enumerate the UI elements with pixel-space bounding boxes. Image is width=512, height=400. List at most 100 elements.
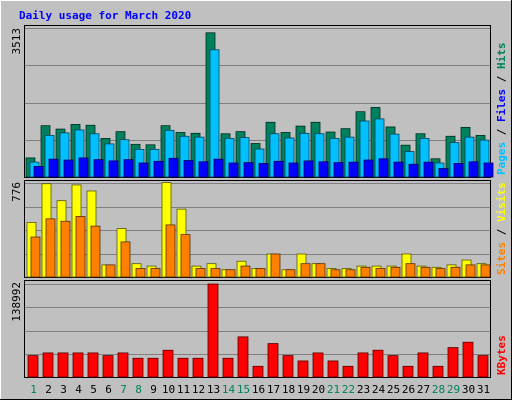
bar-pages-day-4 bbox=[78, 157, 89, 178]
x-tick-day-21: 21 bbox=[327, 383, 340, 396]
panel-1-ymax-label: 3513 bbox=[10, 28, 23, 55]
bar-pages-day-24 bbox=[378, 158, 389, 178]
legend-separator: / bbox=[495, 69, 508, 89]
bar-sites-day-1 bbox=[30, 236, 41, 278]
kbytes-panel bbox=[24, 280, 491, 378]
x-tick-day-10: 10 bbox=[162, 383, 175, 396]
bar-pages-day-8 bbox=[138, 162, 149, 178]
x-axis-day-labels: 1 2 3 4 5 6 7 8 9 10 11 12 13 14 15 16 17 18 19 20 21 22 23 24 2… bbox=[30, 383, 490, 396]
x-tick-day-25: 25 bbox=[387, 383, 400, 396]
bar-sites-day-9 bbox=[150, 268, 161, 278]
bar-kbytes-day-6 bbox=[102, 355, 114, 378]
bar-sites-day-30 bbox=[465, 264, 476, 278]
x-tick-day-24: 24 bbox=[372, 383, 386, 396]
bar-sites-day-10 bbox=[165, 224, 176, 278]
x-tick-day-4: 4 bbox=[75, 383, 82, 396]
bar-pages-day-23 bbox=[363, 159, 374, 178]
legend-item-sites: Sites bbox=[495, 242, 508, 275]
bar-kbytes-day-4 bbox=[72, 352, 84, 378]
bar-pages-day-7 bbox=[123, 159, 134, 178]
legend-item-kbytes: KBytes bbox=[495, 335, 508, 375]
legend-panel-1: Pages / Files / Hits bbox=[495, 43, 508, 176]
bar-pages-day-6 bbox=[108, 160, 119, 178]
x-tick-day-6: 6 bbox=[105, 383, 112, 396]
bar-sites-day-7 bbox=[120, 241, 131, 278]
x-tick-day-28: 28 bbox=[432, 383, 445, 396]
bar-kbytes-day-10 bbox=[162, 349, 174, 378]
x-tick-day-18: 18 bbox=[282, 383, 295, 396]
x-tick-day-29: 29 bbox=[447, 383, 460, 396]
legend-item-hits: Hits bbox=[495, 43, 508, 70]
x-tick-day-30: 30 bbox=[462, 383, 475, 396]
x-tick-day-23: 23 bbox=[357, 383, 370, 396]
bar-marks bbox=[25, 32, 494, 378]
bar-kbytes-day-1 bbox=[27, 355, 39, 378]
x-tick-day-31: 31 bbox=[477, 383, 490, 396]
x-tick-day-20: 20 bbox=[312, 383, 325, 396]
panel-2-area bbox=[24, 180, 491, 278]
bar-kbytes-day-12 bbox=[192, 357, 204, 378]
bar-kbytes-day-9 bbox=[147, 357, 159, 378]
bar-pages-day-28 bbox=[438, 168, 449, 178]
bar-sites-day-11 bbox=[180, 234, 191, 278]
bar-pages-day-9 bbox=[153, 160, 164, 178]
bar-pages-day-29 bbox=[453, 163, 464, 178]
x-tick-day-5: 5 bbox=[90, 383, 97, 396]
bar-pages-day-17 bbox=[273, 160, 284, 178]
legend-panel-2: Sites / Visits bbox=[495, 182, 508, 275]
bar-sites-day-25 bbox=[390, 266, 401, 278]
panel-3-area bbox=[24, 280, 491, 378]
bar-kbytes-day-21 bbox=[327, 360, 339, 378]
bar-pages-day-26 bbox=[408, 163, 419, 178]
bar-kbytes-day-19 bbox=[297, 360, 309, 378]
bar-sites-day-4 bbox=[75, 216, 86, 278]
x-tick-day-19: 19 bbox=[297, 383, 310, 396]
bar-sites-day-12 bbox=[195, 268, 206, 278]
x-tick-day-16: 16 bbox=[252, 383, 265, 396]
visits-sites-panel bbox=[24, 180, 491, 278]
legends: Pages / Files / Hits Sites / Visits KBytes bbox=[495, 43, 508, 376]
bar-kbytes-day-15 bbox=[237, 336, 249, 378]
x-tick-day-2: 2 bbox=[45, 383, 52, 396]
bar-sites-day-17 bbox=[270, 253, 281, 278]
bar-pages-day-31 bbox=[483, 162, 494, 178]
x-tick-day-22: 22 bbox=[342, 383, 355, 396]
bar-sites-day-26 bbox=[405, 263, 416, 278]
bar-kbytes-day-30 bbox=[462, 341, 474, 378]
bar-pages-day-22 bbox=[348, 161, 359, 178]
bar-kbytes-day-17 bbox=[267, 343, 279, 378]
bar-pages-day-15 bbox=[243, 162, 254, 178]
bar-sites-day-19 bbox=[300, 263, 311, 278]
bar-kbytes-day-28 bbox=[432, 365, 444, 378]
bar-pages-day-13 bbox=[213, 158, 224, 178]
bar-sites-day-21 bbox=[330, 269, 341, 278]
legend-separator: / bbox=[495, 122, 508, 142]
bar-kbytes-day-27 bbox=[417, 352, 429, 378]
bar-pages-day-11 bbox=[183, 160, 194, 178]
bar-pages-day-18 bbox=[288, 162, 299, 178]
bar-sites-day-20 bbox=[315, 263, 326, 278]
bar-sites-day-14 bbox=[225, 269, 236, 278]
panel-3-ymax-label: 138992 bbox=[10, 282, 23, 322]
bar-files-day-13 bbox=[209, 49, 220, 178]
bar-sites-day-28 bbox=[435, 268, 446, 278]
x-tick-day-11: 11 bbox=[177, 383, 190, 396]
bar-kbytes-day-23 bbox=[357, 352, 369, 378]
bar-sites-day-5 bbox=[90, 225, 101, 278]
x-tick-day-13: 13 bbox=[207, 383, 220, 396]
bar-kbytes-day-16 bbox=[252, 365, 264, 378]
legend-item-files: Files bbox=[495, 89, 508, 122]
bar-sites-day-2 bbox=[45, 218, 56, 278]
bar-sites-day-15 bbox=[240, 265, 251, 278]
bar-kbytes-day-5 bbox=[87, 352, 99, 378]
bar-kbytes-day-14 bbox=[222, 357, 234, 378]
bar-kbytes-day-29 bbox=[447, 347, 459, 378]
chart-title: Daily usage for March 2020 bbox=[19, 9, 191, 22]
bar-pages-day-12 bbox=[198, 161, 209, 178]
x-tick-day-1: 1 bbox=[30, 383, 37, 396]
x-tick-day-8: 8 bbox=[135, 383, 142, 396]
x-tick-day-9: 9 bbox=[150, 383, 157, 396]
x-tick-day-14: 14 bbox=[222, 383, 236, 396]
